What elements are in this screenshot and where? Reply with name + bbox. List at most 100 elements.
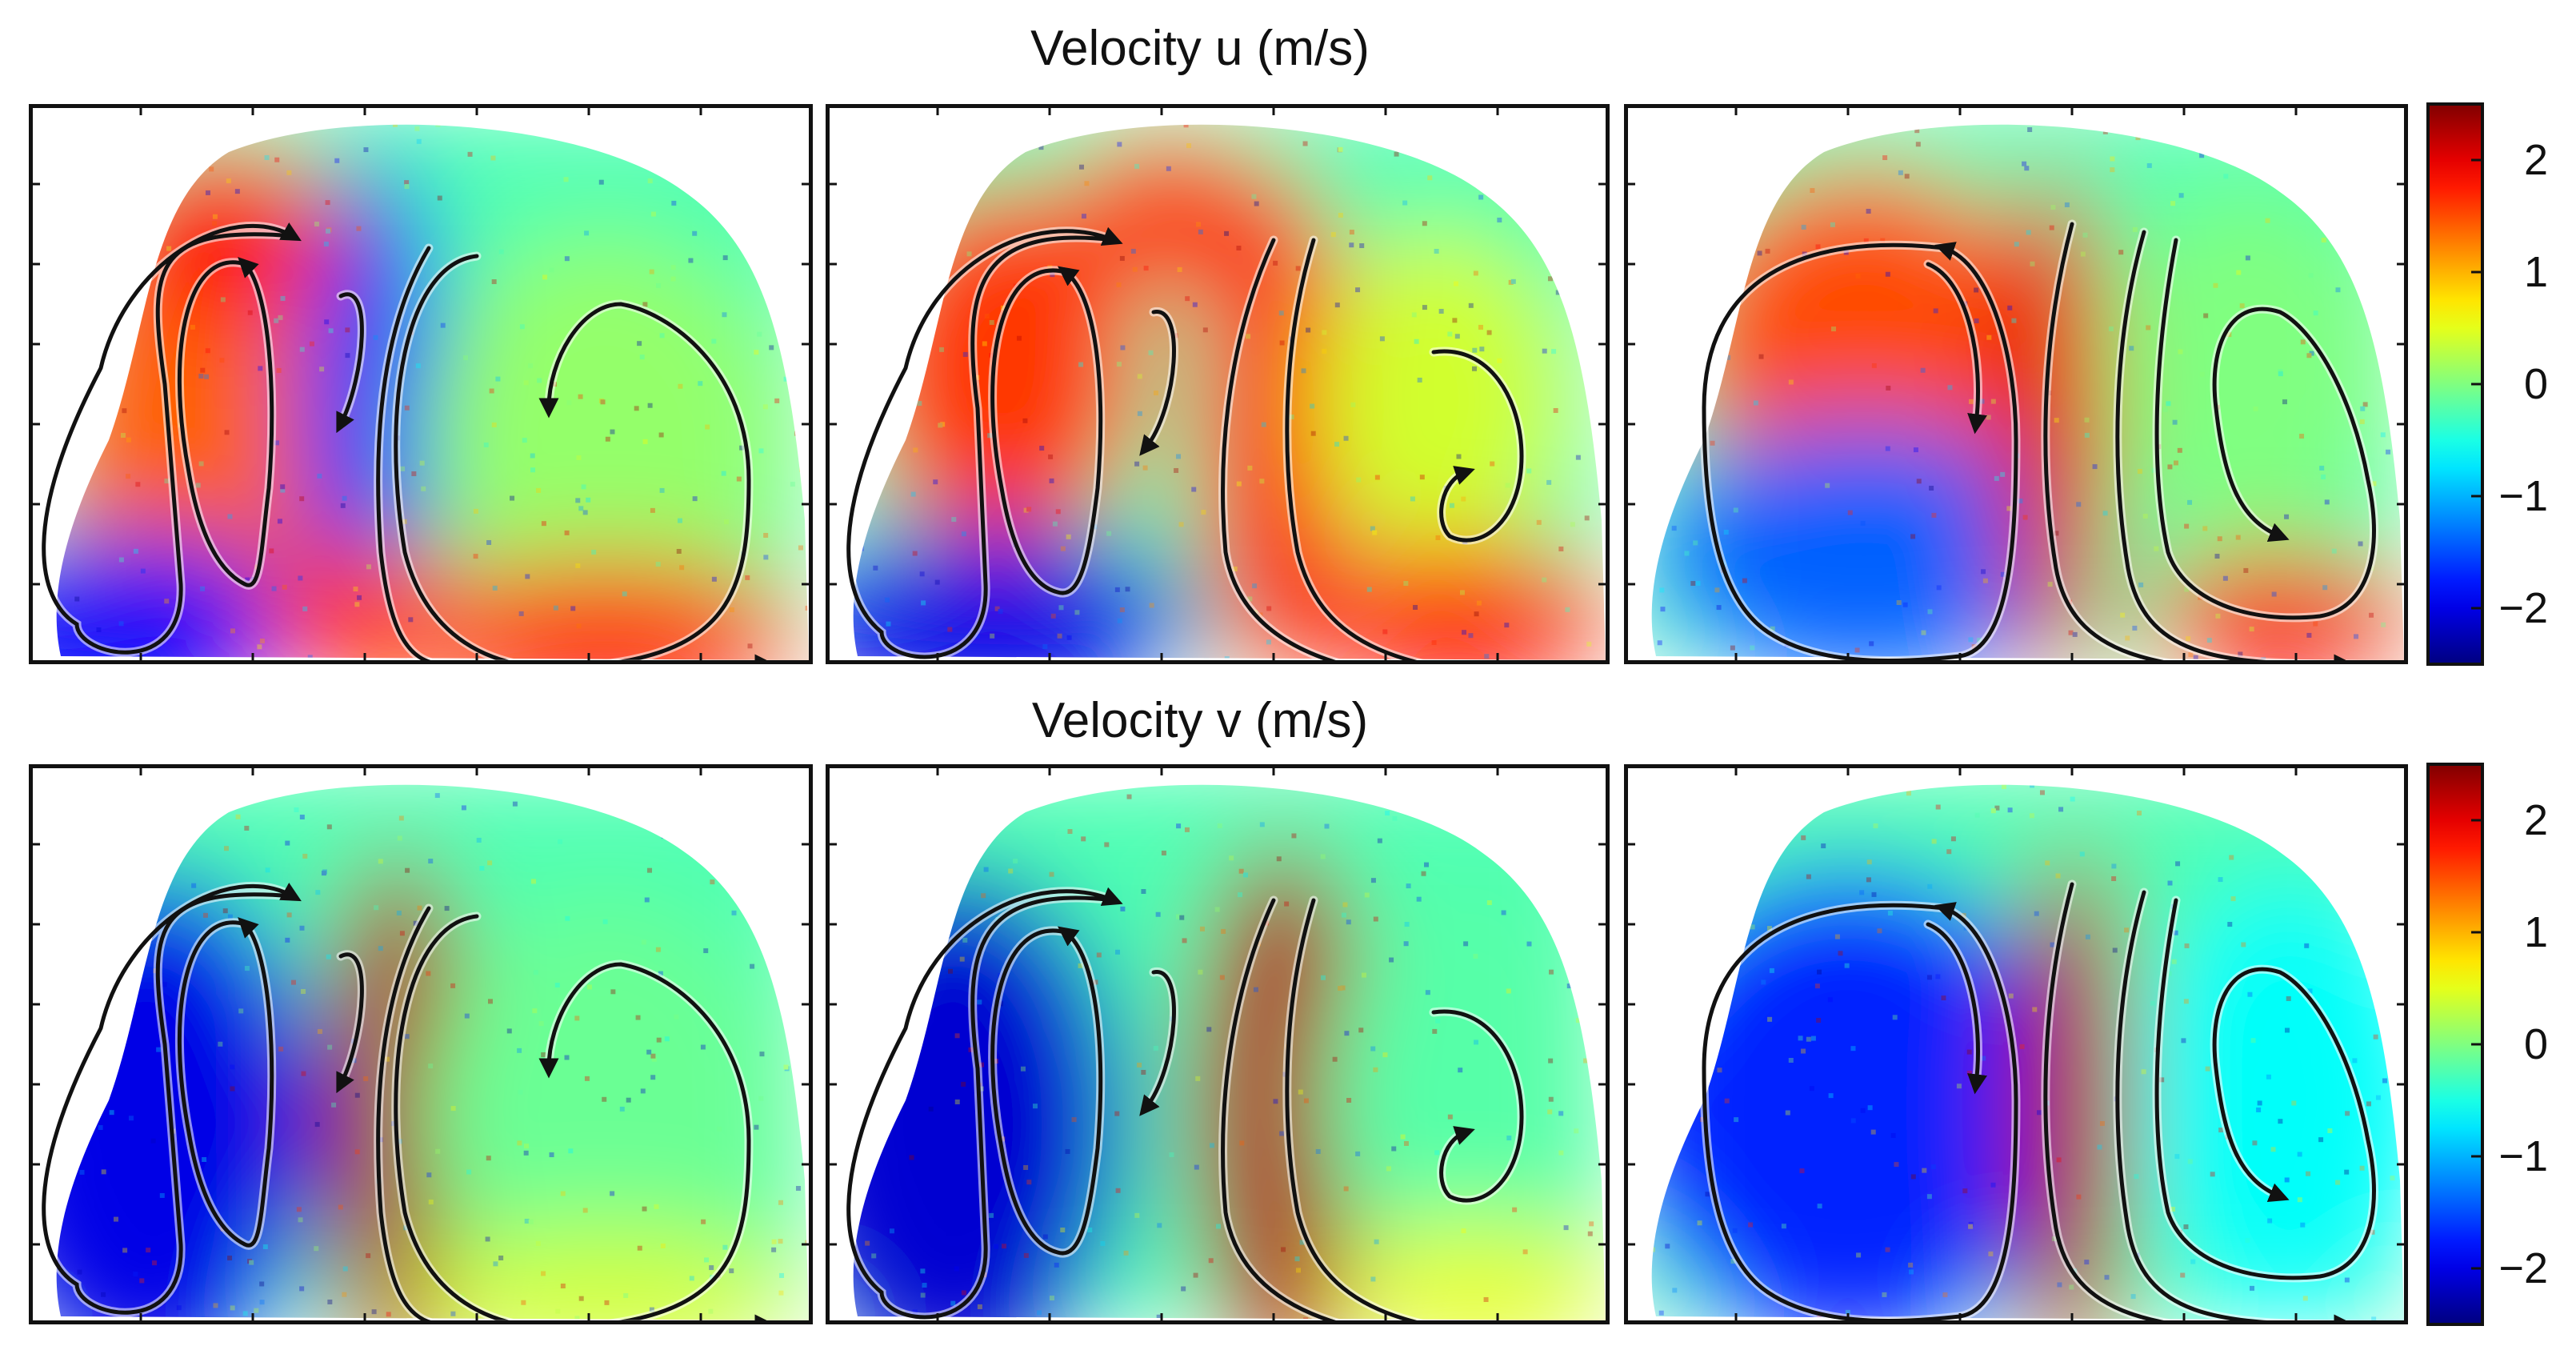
speckle: [1195, 1076, 1201, 1081]
speckle: [602, 919, 608, 924]
speckle: [778, 1200, 784, 1205]
speckle: [1806, 874, 1811, 879]
speckle: [1356, 477, 1362, 483]
speckle: [244, 825, 250, 831]
speckle: [708, 1308, 714, 1314]
speckle: [954, 1099, 960, 1104]
speckle: [2166, 971, 2172, 976]
streamline-1: [846, 887, 1123, 1320]
speckle: [1871, 363, 1877, 368]
speckle: [227, 914, 233, 919]
speckle: [1355, 1151, 1361, 1156]
speckle: [578, 394, 583, 399]
speckle: [2306, 1171, 2311, 1176]
speckle: [2120, 612, 2126, 618]
speckle: [1042, 644, 1048, 650]
speckle: [2386, 449, 2391, 455]
speckle: [2229, 855, 2234, 860]
streamline-5: [1926, 262, 1987, 435]
speckle: [647, 867, 653, 873]
speckle: [224, 846, 230, 851]
speckle: [934, 579, 940, 585]
speckle: [913, 447, 918, 453]
speckle: [1023, 1164, 1029, 1170]
speckle: [705, 424, 710, 430]
speckle: [1966, 1070, 1972, 1076]
speckle: [1977, 637, 1982, 643]
speckle: [1450, 503, 1455, 508]
speckle: [466, 1169, 472, 1175]
speckle: [1916, 479, 1922, 484]
speckle: [1434, 1150, 1440, 1156]
speckle: [1123, 1250, 1129, 1256]
speckle: [126, 474, 131, 479]
speckle: [327, 1044, 333, 1050]
speckle: [1177, 266, 1182, 272]
speckle: [176, 1305, 182, 1311]
speckle: [2079, 851, 2085, 857]
speckle: [1906, 791, 1911, 796]
speckle: [1548, 1096, 1554, 1102]
speckle: [1526, 941, 1532, 947]
speckle: [2146, 325, 2151, 330]
speckle: [1456, 454, 1462, 459]
speckle: [2359, 1165, 2365, 1171]
speckle: [1570, 522, 1575, 527]
speckle: [2184, 523, 2190, 529]
speckle: [120, 433, 126, 439]
speckle: [1310, 403, 1315, 409]
speckle: [1458, 1068, 1463, 1073]
speckle: [2030, 784, 2035, 788]
speckle: [1338, 146, 1343, 152]
speckle: [1341, 912, 1346, 918]
speckle: [518, 1089, 523, 1095]
speckle: [1947, 385, 1953, 391]
field-region: [405, 560, 805, 661]
speckle: [1419, 475, 1425, 480]
speckle: [247, 310, 253, 315]
speckle: [2335, 287, 2341, 293]
speckle: [1558, 1111, 1564, 1116]
speckle: [2256, 1107, 2262, 1112]
speckle: [204, 374, 210, 379]
speckle: [1847, 510, 1853, 515]
speckle: [1695, 581, 1701, 587]
speckle: [2019, 1044, 2025, 1049]
speckle: [688, 258, 694, 263]
speckle: [2050, 205, 2056, 210]
speckle: [2382, 1078, 2388, 1084]
speckle: [1575, 455, 1581, 460]
speckle: [519, 324, 525, 330]
speckle: [1373, 1067, 1378, 1072]
speckle: [1221, 928, 1226, 934]
speckle: [405, 867, 410, 873]
speckle: [961, 1081, 966, 1087]
speckle: [1769, 967, 1774, 973]
speckle: [1389, 957, 1394, 963]
speckle: [1473, 270, 1478, 276]
speckle: [1434, 248, 1439, 254]
speckle: [954, 1033, 960, 1039]
speckle: [202, 1156, 207, 1162]
speckle: [1343, 435, 1349, 441]
speckle: [1206, 1027, 1212, 1032]
speckle: [1303, 1098, 1309, 1104]
speckle: [325, 200, 330, 206]
row-title-v: Velocity v (m/s): [1031, 693, 1369, 748]
field-region: [1314, 224, 1570, 576]
speckle: [1022, 418, 1028, 423]
speckle: [2034, 911, 2039, 916]
speckle: [1414, 338, 1419, 344]
speckle: [1726, 355, 1731, 360]
speckle: [307, 655, 313, 660]
speckle: [581, 484, 586, 490]
speckle: [798, 545, 803, 551]
speckle: [195, 483, 201, 488]
speckle: [639, 355, 645, 360]
speckle: [2270, 1147, 2276, 1152]
streamline-2: [2043, 222, 2322, 664]
speckle: [677, 518, 682, 523]
speckle: [450, 983, 456, 988]
speckle: [2102, 511, 2108, 516]
speckle: [2278, 1119, 2283, 1124]
